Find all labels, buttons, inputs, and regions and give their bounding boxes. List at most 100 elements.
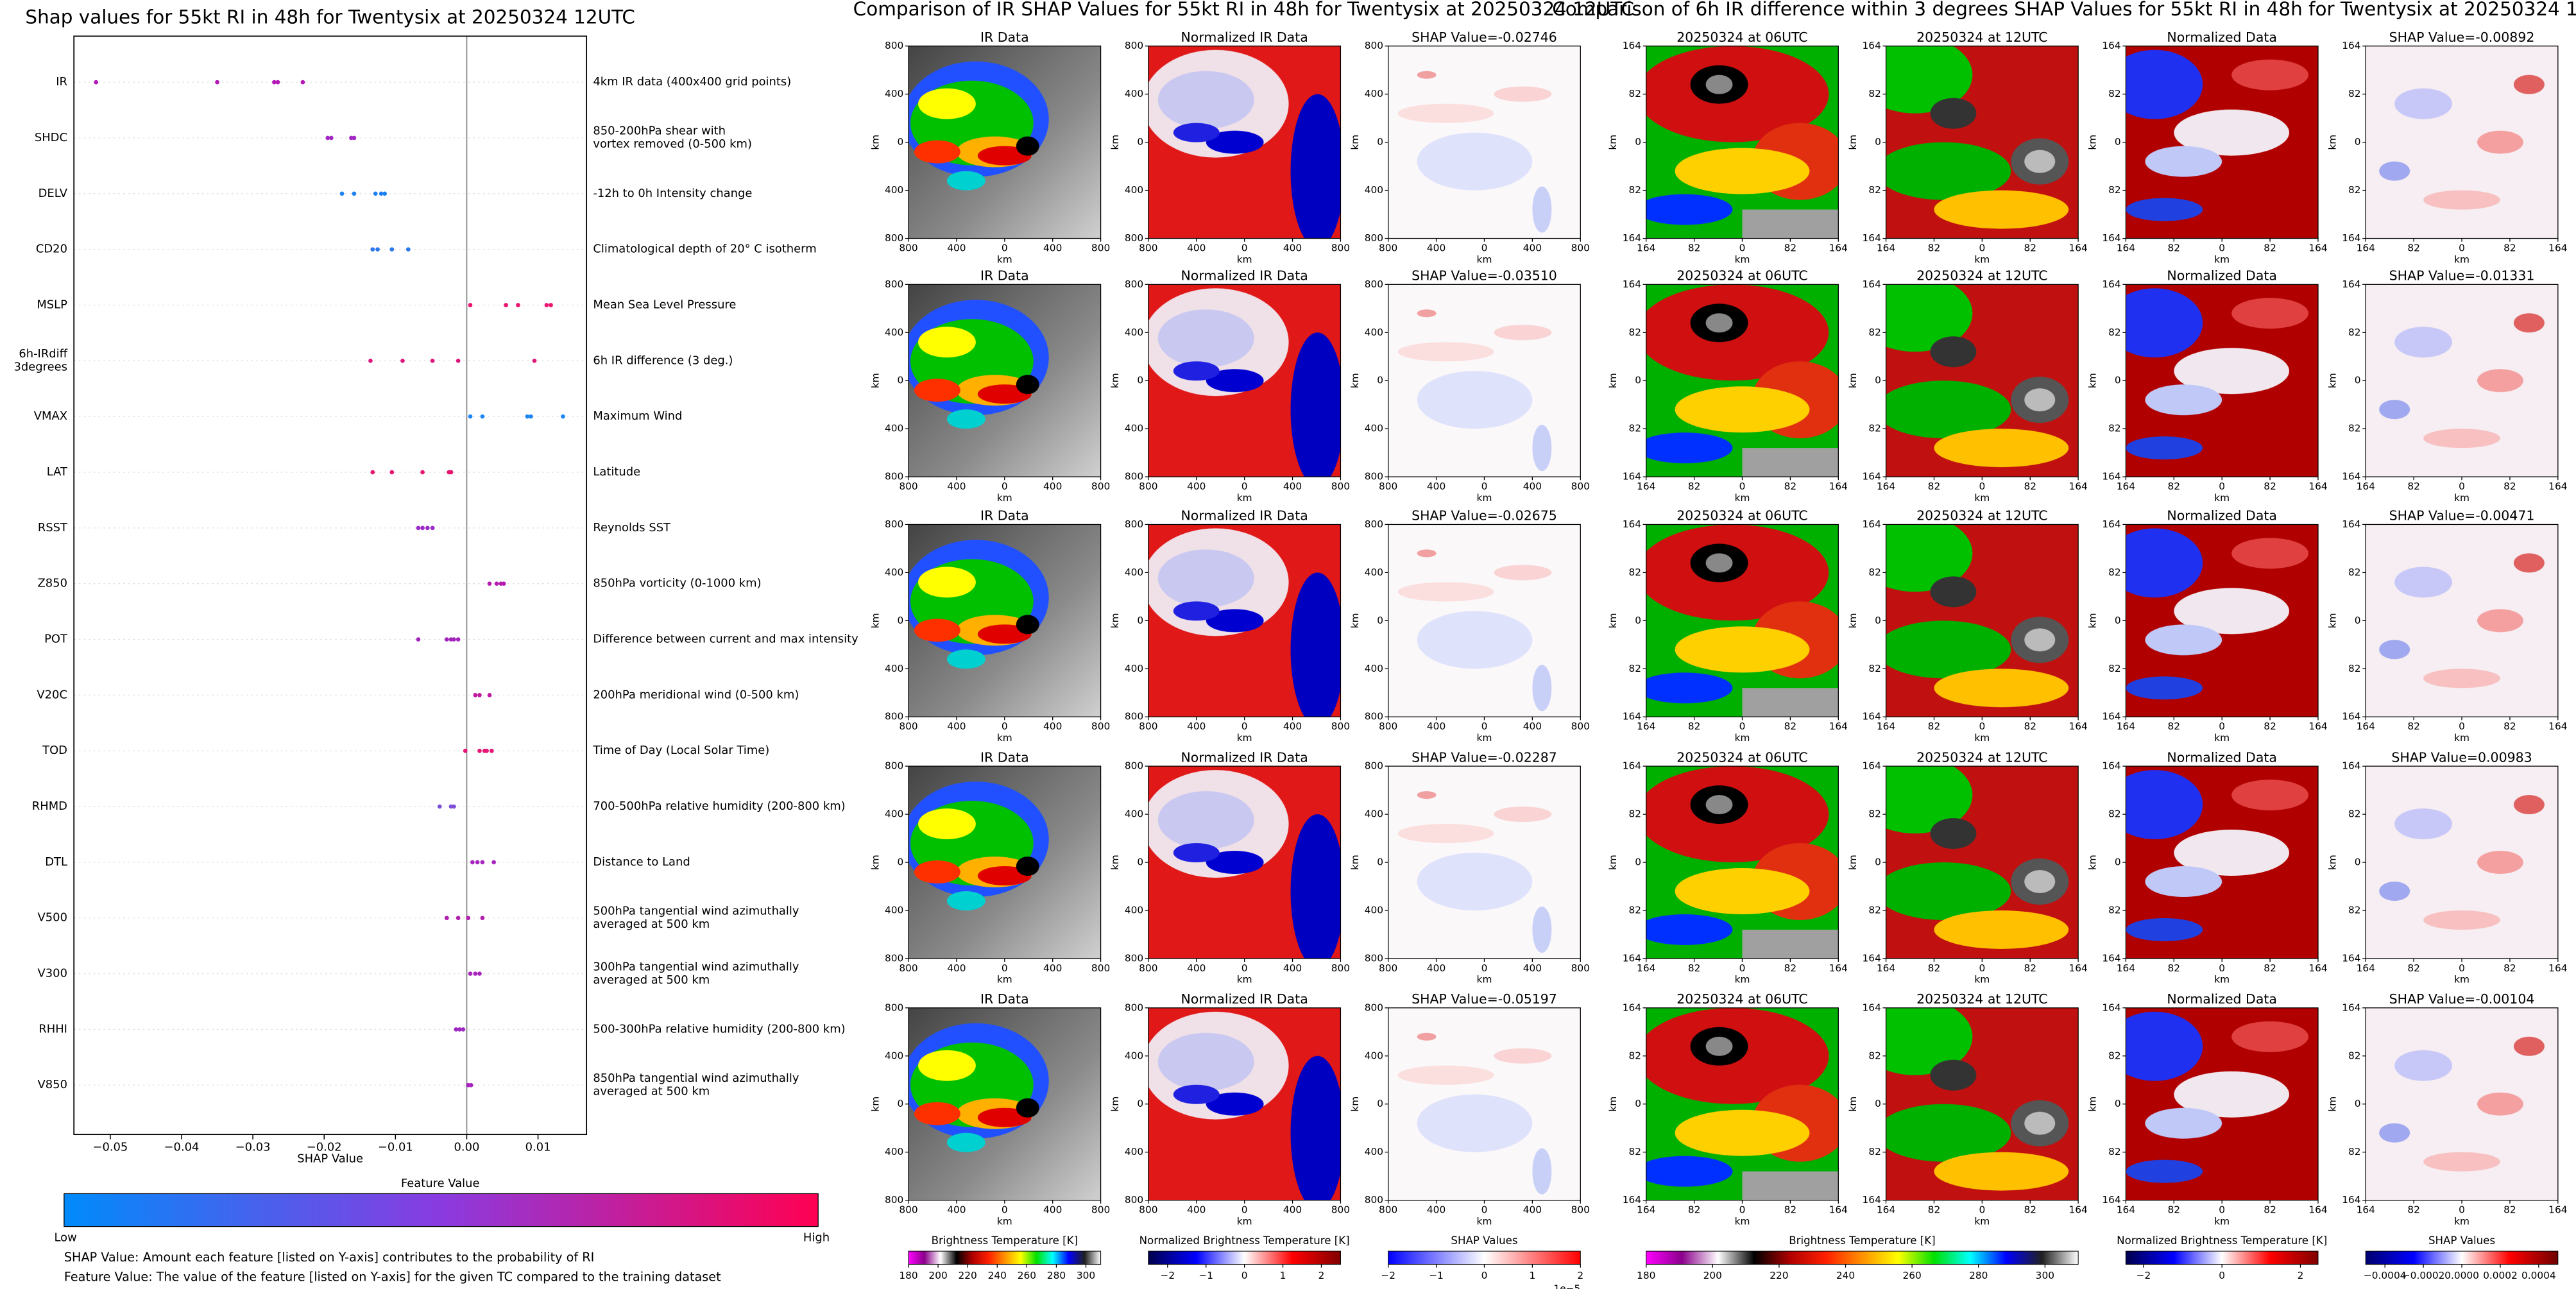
- x-tick-label: 800: [1091, 721, 1110, 732]
- shap-point: [544, 303, 549, 307]
- feature-description: Time of Day (Local Solar Time): [592, 744, 769, 757]
- colorbar: [2125, 1251, 2319, 1265]
- panel-title: 20250324 at 06UTC: [1676, 749, 1807, 765]
- feature-description: averaged at 500 km: [593, 918, 710, 931]
- y-tick-label: 0: [1635, 857, 1641, 868]
- shap-point: [445, 916, 449, 921]
- x-tick-label: 82: [1784, 1204, 1797, 1215]
- x-tick-label: 800: [1091, 242, 1110, 253]
- y-tick-label: 82: [2348, 808, 2361, 820]
- note: Feature Value: The value of the feature …: [64, 1270, 721, 1285]
- y-tick-label: 164: [1623, 760, 1641, 772]
- y-tick-label: 800: [1125, 952, 1143, 964]
- y-tick-label: 164: [1623, 518, 1641, 530]
- colorbar-tick-label: 220: [1770, 1270, 1788, 1281]
- x-tick-label: 82: [2168, 962, 2181, 974]
- y-tick-label: 82: [1868, 567, 1881, 578]
- shap-point: [470, 860, 475, 865]
- y-tick-label: 0: [1377, 136, 1383, 148]
- y-tick-label: 164: [2342, 711, 2360, 722]
- x-axis-label: km: [1477, 253, 1492, 265]
- y-axis-label: km: [1847, 373, 1859, 388]
- shap-point: [416, 525, 421, 531]
- y-tick-label: 164: [1623, 711, 1641, 722]
- y-tick-label: 800: [1125, 760, 1143, 772]
- x-tick-label: 164: [1829, 721, 1848, 732]
- shap-point: [473, 693, 478, 697]
- x-tick-label: 400: [1427, 962, 1446, 974]
- shap-point: [368, 358, 373, 363]
- y-axis-label: km: [869, 613, 881, 628]
- y-tick-label: 82: [1628, 184, 1641, 196]
- panel-title: SHAP Value=-0.02675: [1412, 508, 1557, 524]
- y-tick-label: 164: [1623, 952, 1641, 964]
- y-tick-label: 400: [1125, 327, 1143, 338]
- y-tick-label: 164: [1863, 518, 1881, 530]
- feature-label: DELV: [38, 187, 68, 200]
- x-tick-label: 82: [2264, 242, 2276, 253]
- y-tick-label: 800: [1125, 1002, 1143, 1013]
- y-tick-label: 82: [2348, 88, 2361, 99]
- x-tick-label: 0: [1002, 962, 1008, 974]
- feature-description: 850hPa tangential wind azimuthally: [593, 1071, 799, 1085]
- x-tick-label: 164: [1877, 962, 1895, 974]
- x-tick-label: 400: [1043, 481, 1062, 492]
- x-tick-label: 400: [1187, 242, 1206, 253]
- y-tick-label: 0: [1377, 615, 1383, 626]
- y-tick-label: 800: [885, 711, 903, 722]
- y-tick-label: 82: [1868, 904, 1881, 916]
- y-tick-label: 164: [2342, 40, 2360, 51]
- x-tick-label: 800: [1331, 962, 1350, 974]
- y-tick-label: 164: [2342, 518, 2360, 530]
- x-tick-label: 82: [2024, 1204, 2036, 1215]
- y-tick-label: 800: [1365, 1194, 1383, 1206]
- x-tick-label: 0: [1481, 962, 1488, 974]
- x-tick-label: 164: [1877, 242, 1895, 253]
- x-tick-label: 800: [1331, 1204, 1350, 1215]
- feature-label: V20C: [37, 688, 67, 701]
- image-panel: [2365, 284, 2559, 477]
- x-tick-label: 400: [1043, 721, 1062, 732]
- x-tick-label: 0: [1481, 242, 1488, 253]
- shap-point: [475, 860, 480, 865]
- y-axis-label: km: [869, 855, 881, 870]
- y-tick-label: 82: [2108, 1146, 2121, 1157]
- y-tick-label: 0: [2355, 375, 2361, 386]
- image-panel: [1388, 284, 1581, 477]
- colorbar-label: SHAP Values: [2428, 1234, 2495, 1247]
- x-tick-label: 82: [2264, 1204, 2276, 1215]
- x-axis-label: km: [1237, 974, 1252, 986]
- y-tick-label: 800: [1365, 760, 1383, 772]
- y-tick-label: 400: [1125, 88, 1143, 99]
- y-tick-label: 0: [1137, 136, 1143, 148]
- shap-point: [300, 80, 305, 85]
- x-tick-label: 0: [2459, 242, 2465, 253]
- x-tick-label: 0: [1241, 242, 1248, 253]
- x-tick-label: 800: [1331, 721, 1350, 732]
- feature-label: RHHI: [38, 1022, 67, 1036]
- x-tick-label: 164: [2357, 962, 2375, 974]
- feature-description: 850hPa vorticity (0-1000 km): [593, 577, 761, 590]
- panel-title: SHAP Value=-0.00471: [2389, 508, 2535, 524]
- x-axis-label: km: [997, 732, 1012, 744]
- y-tick-label: 82: [1868, 88, 1881, 99]
- y-tick-label: 82: [1628, 88, 1641, 99]
- x-tick-label: 82: [2024, 721, 2036, 732]
- x-tick-label: −0.01: [378, 1141, 413, 1154]
- shap-point: [504, 303, 508, 307]
- shap-point: [532, 358, 537, 363]
- x-tick-label: 400: [947, 721, 966, 732]
- x-tick-label: 164: [2308, 481, 2327, 492]
- shap-point: [468, 303, 473, 307]
- x-axis-label: km: [2454, 1215, 2469, 1227]
- feature-label: IR: [56, 75, 67, 89]
- x-tick-label: 0: [2219, 1204, 2225, 1215]
- x-tick-label: 82: [1688, 1204, 1701, 1215]
- y-axis-label: km: [1109, 373, 1121, 388]
- x-tick-label: 400: [1187, 721, 1206, 732]
- y-tick-label: 0: [1875, 1098, 1881, 1109]
- y-tick-label: 82: [2108, 567, 2121, 578]
- x-tick-label: 0.00: [454, 1141, 480, 1154]
- image-panel: [908, 765, 1102, 959]
- x-tick-label: 800: [899, 962, 917, 974]
